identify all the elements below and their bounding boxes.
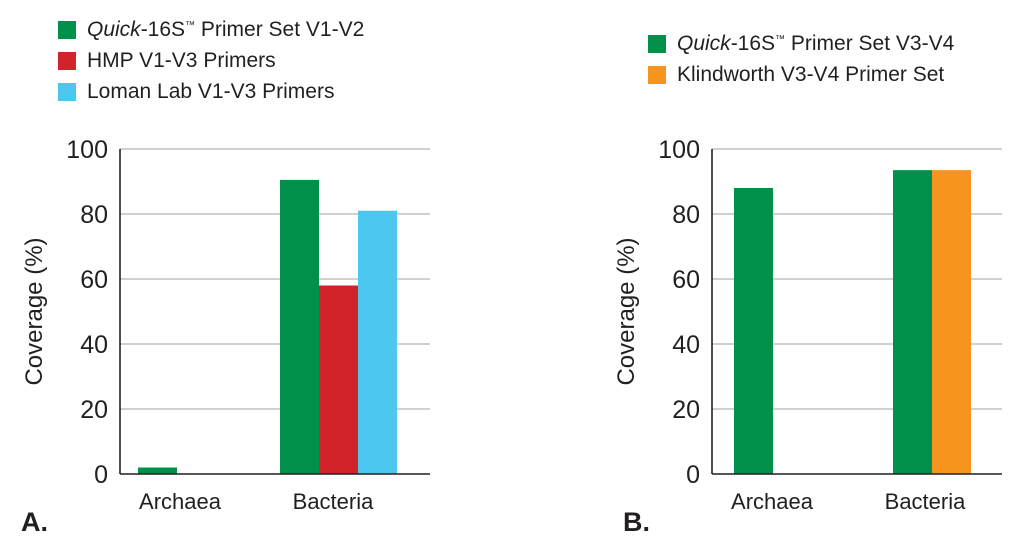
legend-swatch — [58, 20, 76, 39]
legend: Quick-16S™ Primer Set V3-V4 Klindworth V… — [648, 28, 954, 90]
legend-item: Klindworth V3-V4 Primer Set — [648, 59, 954, 90]
y-axis-label: Coverage (%) — [21, 237, 48, 385]
legend-swatch — [58, 82, 76, 101]
legend-swatch — [58, 51, 76, 70]
y-tick-label: 60 — [80, 266, 108, 294]
bar — [734, 188, 773, 474]
y-tick-label: 100 — [658, 136, 700, 164]
bar — [932, 170, 971, 474]
legend: Quick-16S™ Primer Set V1-V2 HMP V1-V3 Pr… — [58, 14, 364, 107]
y-axis-label: Coverage (%) — [613, 237, 640, 385]
chart-panel-a: Quick-16S™ Primer Set V1-V2 HMP V1-V3 Pr… — [21, 14, 430, 537]
legend-swatch — [648, 65, 666, 84]
bar-chart-b: 0 20 40 60 80 100 Archaea Bacteria Coverage (%) — [613, 136, 1002, 514]
bar — [893, 170, 932, 474]
legend-item: Quick-16S™ Primer Set V3-V4 — [648, 28, 954, 59]
panel-label: B. — [623, 507, 650, 537]
legend-label: Loman Lab V1-V3 Primers — [87, 79, 335, 103]
legend-swatch — [648, 34, 666, 53]
y-tick-label: 0 — [94, 461, 108, 489]
y-tick-label: 0 — [686, 461, 700, 489]
y-tick-label: 80 — [80, 201, 108, 229]
bar — [138, 467, 177, 474]
legend-item: HMP V1-V3 Primers — [58, 45, 364, 76]
y-tick-label: 80 — [672, 201, 700, 229]
legend-item: Loman Lab V1-V3 Primers — [58, 76, 364, 107]
y-tick-label: 100 — [66, 136, 108, 164]
bar-chart-a: 0 20 40 60 80 100 Archaea Bacteria Coverage (%) — [21, 136, 430, 514]
x-tick-label: Bacteria — [885, 489, 966, 514]
x-tick-label: Bacteria — [293, 489, 374, 514]
y-tick-label: 20 — [672, 396, 700, 424]
bar — [319, 285, 358, 474]
x-tick-label: Archaea — [139, 489, 222, 514]
legend-item: Quick-16S™ Primer Set V1-V2 — [58, 14, 364, 45]
x-tick-label: Archaea — [731, 489, 814, 514]
chart-panel-b: Quick-16S™ Primer Set V3-V4 Klindworth V… — [512, 0, 1024, 548]
y-tick-label: 40 — [80, 331, 108, 359]
legend-label: Quick-16S™ Primer Set V1-V2 — [87, 17, 365, 41]
bar — [280, 179, 319, 474]
legend-label: HMP V1-V3 Primers — [87, 48, 276, 72]
y-tick-label: 20 — [80, 396, 108, 424]
y-tick-label: 60 — [672, 266, 700, 294]
legend-label: Klindworth V3-V4 Primer Set — [677, 62, 945, 86]
legend-label: Quick-16S™ Primer Set V3-V4 — [677, 31, 955, 55]
y-tick-label: 40 — [672, 331, 700, 359]
panel-label: A. — [21, 507, 48, 537]
bar — [358, 210, 397, 474]
